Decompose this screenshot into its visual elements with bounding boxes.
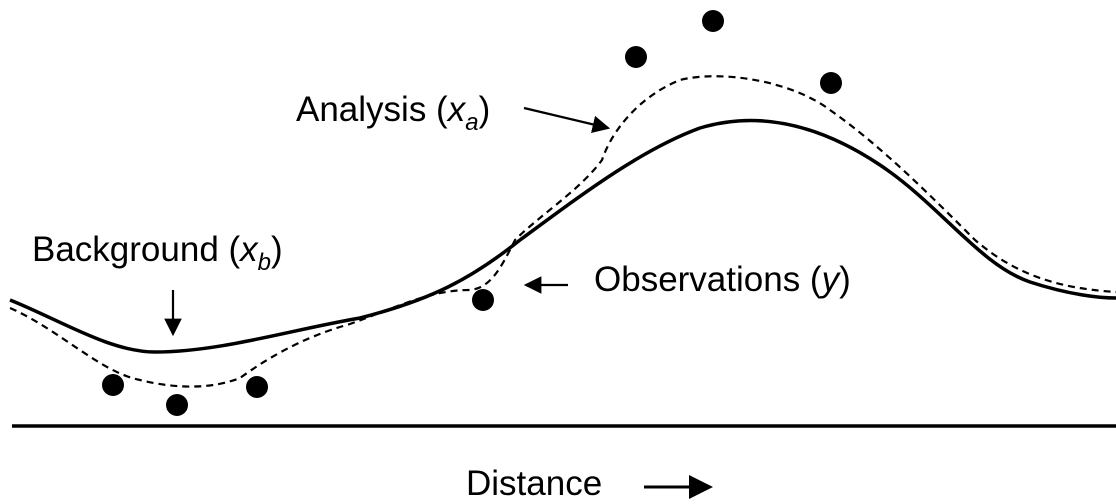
analysis-arrow bbox=[523, 106, 611, 133]
background-curve bbox=[9, 118, 1116, 354]
observations-label: Observations (y) bbox=[594, 262, 851, 297]
observation-point bbox=[702, 10, 724, 32]
observation-points bbox=[102, 10, 842, 416]
observation-point bbox=[472, 289, 494, 311]
observation-point bbox=[820, 72, 842, 94]
observation-point bbox=[246, 376, 268, 398]
observation-point bbox=[625, 46, 647, 68]
analysis-label-name: Analysis ( bbox=[296, 90, 448, 129]
analysis-label-close: ) bbox=[478, 90, 491, 129]
distance-label: Distance bbox=[466, 466, 602, 501]
observation-point bbox=[166, 394, 188, 416]
background-label: Background (xb) bbox=[32, 230, 283, 275]
background-label-name: Background ( bbox=[32, 230, 241, 269]
background-label-symbol: x bbox=[240, 230, 258, 269]
analysis-curve bbox=[9, 75, 1116, 388]
background-label-subscript: b bbox=[257, 249, 272, 276]
observations-label-name: Observations ( bbox=[594, 260, 822, 299]
observation-point bbox=[102, 374, 124, 396]
distance-label-text: Distance bbox=[466, 464, 603, 503]
analysis-label-subscript: a bbox=[465, 109, 479, 136]
observations-label-symbol: y bbox=[821, 260, 840, 299]
observations-label-close: ) bbox=[839, 260, 851, 299]
analysis-label-symbol: x bbox=[447, 90, 466, 129]
background-label-close: ) bbox=[271, 230, 283, 269]
analysis-label: Analysis (xa) bbox=[296, 90, 491, 135]
